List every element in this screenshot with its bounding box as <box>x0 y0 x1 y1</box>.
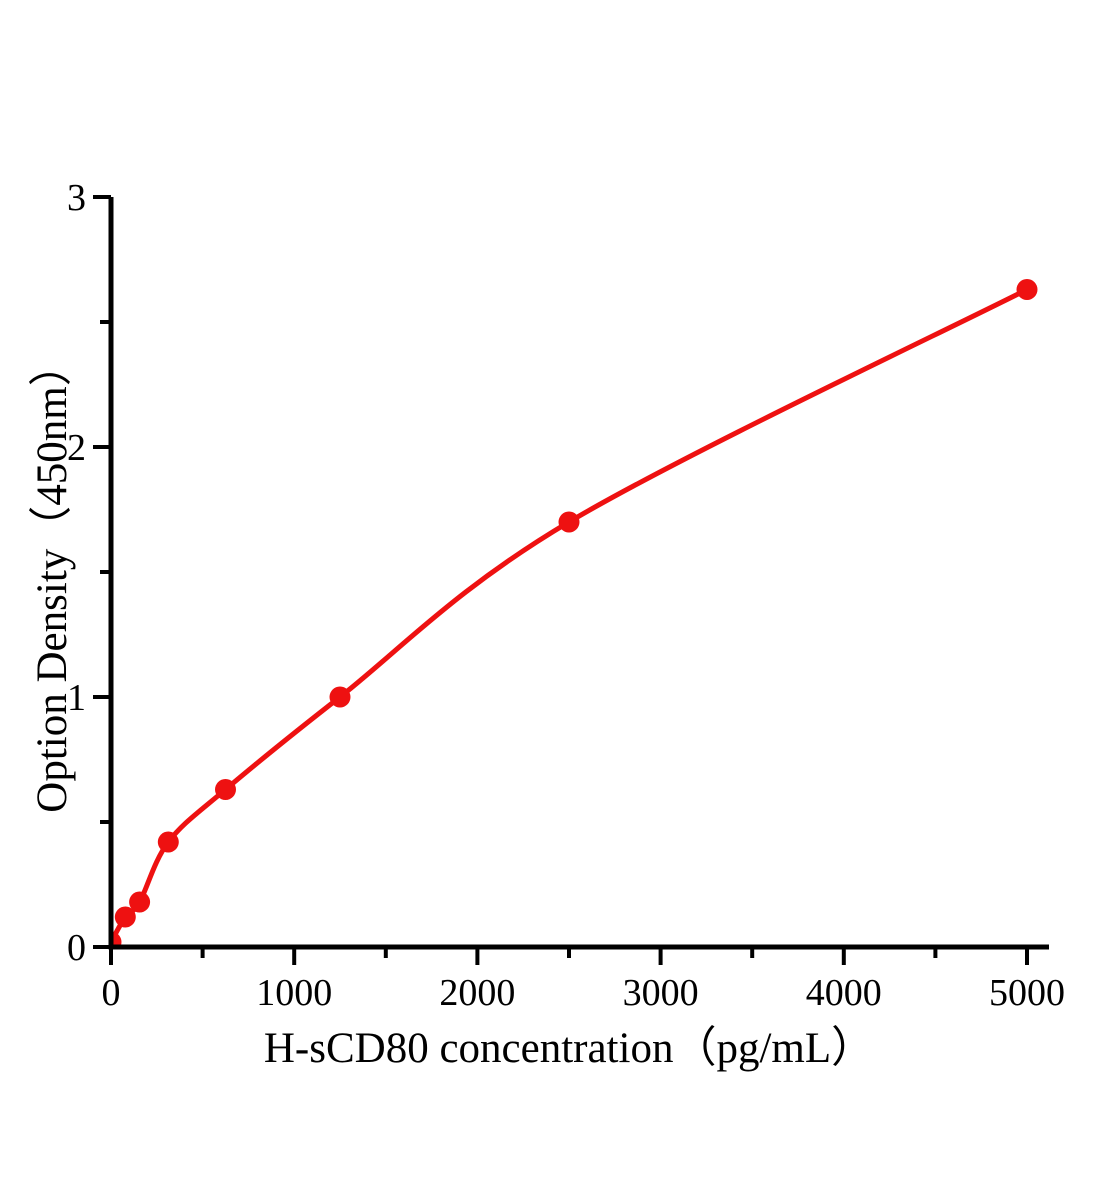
x-tick-label: 0 <box>102 972 121 1014</box>
x-tick-label: 5000 <box>989 972 1065 1014</box>
data-point <box>1016 279 1038 300</box>
axes-lines <box>108 197 1049 950</box>
data-point <box>111 931 122 947</box>
x-tick-label: 4000 <box>806 972 882 1014</box>
y-tick-label: 3 <box>67 177 86 219</box>
x-tick-label: 2000 <box>439 972 515 1014</box>
data-point <box>558 511 580 533</box>
data-point <box>114 906 136 928</box>
y-tick-label: 1 <box>67 677 86 719</box>
data-point <box>329 686 351 708</box>
y-tick-label: 0 <box>67 927 86 969</box>
x-axis-title: H-sCD80 concentration（pg/mL） <box>264 1025 874 1072</box>
data-point <box>129 891 151 913</box>
data-point <box>215 779 236 800</box>
fit-curve <box>111 287 1029 944</box>
y-tick-label: 2 <box>67 427 86 469</box>
plot-area: 0 1000 2000 3000 4000 5000 0 1 2 3 <box>67 177 1065 1014</box>
x-tick-label: 3000 <box>623 972 699 1014</box>
y-axis-title: Option Density（450nm） <box>29 343 76 812</box>
x-tick-label: 1000 <box>256 972 332 1014</box>
data-point <box>157 831 179 853</box>
